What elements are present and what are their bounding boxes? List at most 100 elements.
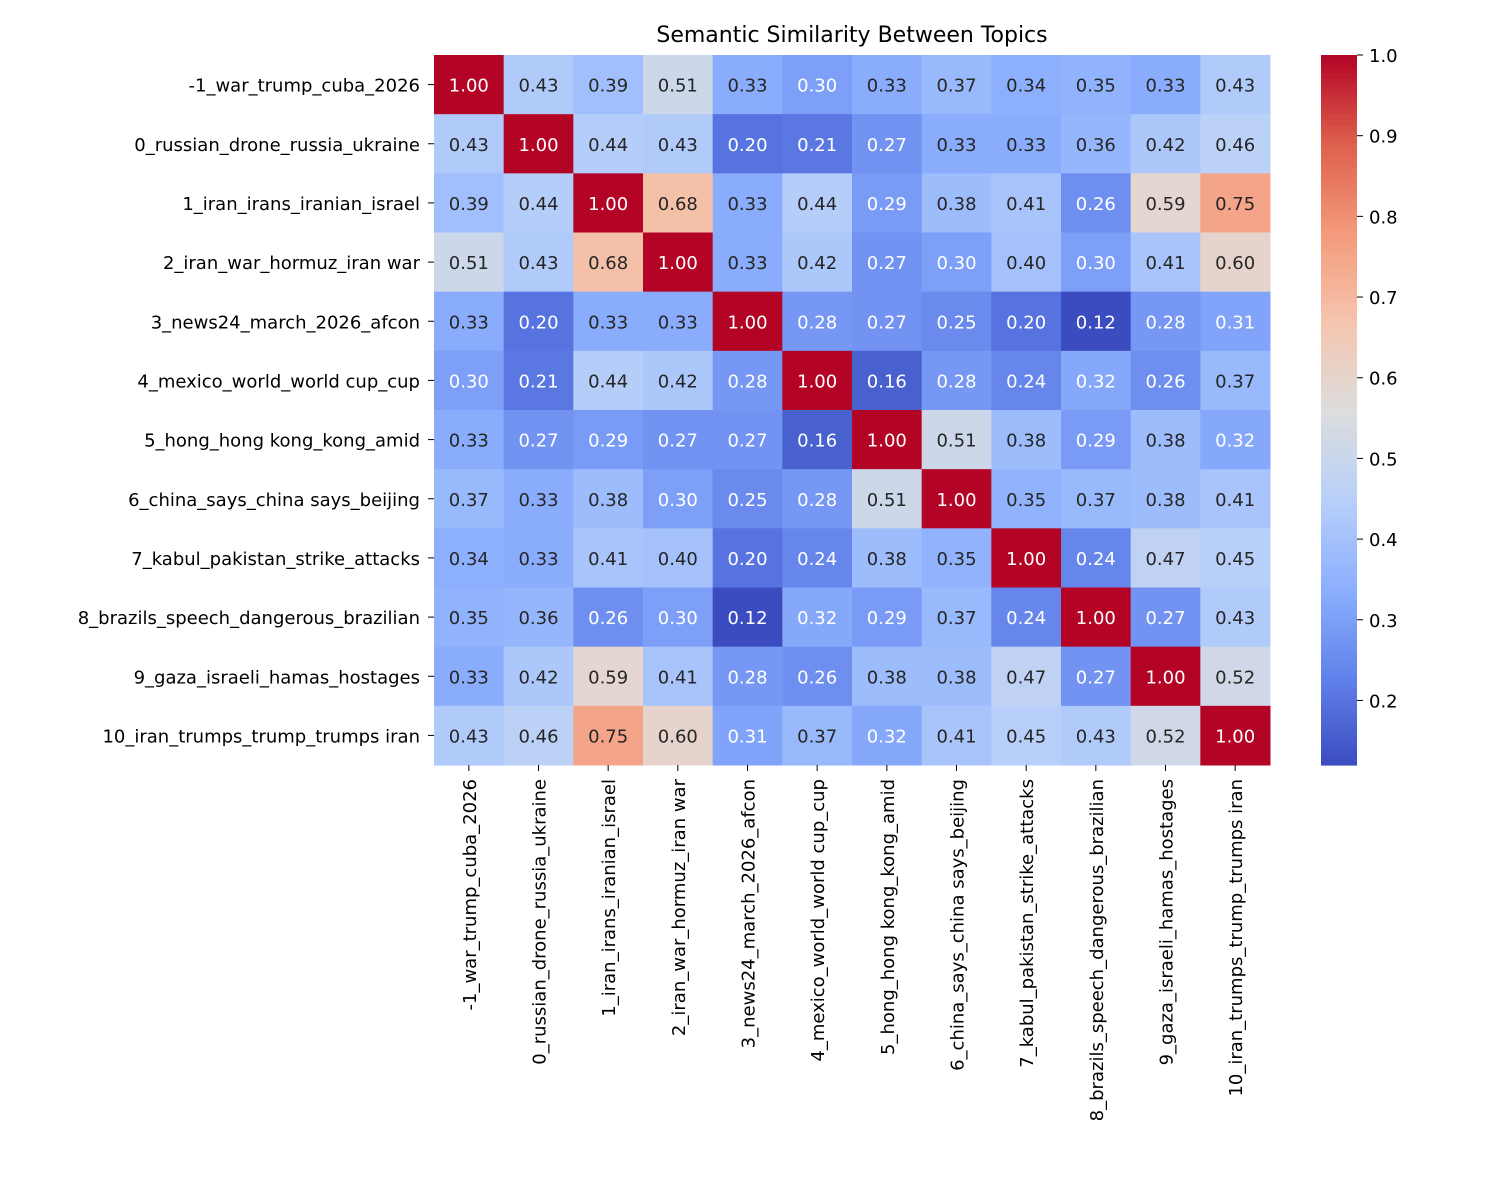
colorbar-segment xyxy=(1321,427,1357,435)
cell-value-label: 0.68 xyxy=(658,194,698,215)
heatmap-cell xyxy=(503,350,574,411)
colorbar-segment xyxy=(1321,374,1357,382)
cell-value-label: 0.39 xyxy=(449,194,489,215)
cell-value-label: 0.44 xyxy=(588,135,628,156)
y-tick-label: 5_hong_hong kong_kong_amid xyxy=(144,431,420,452)
colorbar-segment xyxy=(1321,652,1357,660)
y-tick-label: 1_iran_irans_iranian_israel xyxy=(182,194,420,215)
cell-value-label: 0.28 xyxy=(727,371,767,392)
heatmap-cell xyxy=(852,55,923,115)
colorbar-segment xyxy=(1321,682,1357,689)
colorbar-tick-label: 1.0 xyxy=(1369,46,1398,67)
heatmap-cell xyxy=(782,646,853,707)
x-tick-label: 10_iran_trumps_trump_trumps iran xyxy=(1226,779,1247,1097)
cell-value-label: 0.59 xyxy=(1145,194,1185,215)
colorbar-segment xyxy=(1321,167,1357,174)
heatmap-cell xyxy=(921,55,992,115)
heatmap-cell xyxy=(434,410,505,470)
colorbar-segment xyxy=(1321,102,1357,109)
heatmap-cell xyxy=(991,114,1062,174)
colorbar-segment xyxy=(1321,197,1357,204)
heatmap-cell xyxy=(712,173,783,233)
colorbar-segment xyxy=(1321,297,1357,305)
cell-value-label: 0.28 xyxy=(797,490,837,511)
heatmap-cell xyxy=(434,55,505,115)
cell-value-label: 0.38 xyxy=(1006,431,1046,452)
colorbar-segment xyxy=(1321,664,1357,671)
colorbar-segment xyxy=(1321,557,1357,565)
heatmap-cell xyxy=(782,705,853,766)
heatmap-cell xyxy=(852,469,923,529)
x-tick-label: 9_gaza_israeli_hamas_hostages xyxy=(1157,779,1178,1065)
colorbar-segment xyxy=(1321,333,1357,340)
colorbar-segment xyxy=(1321,688,1357,695)
colorbar-segment xyxy=(1321,581,1357,589)
y-tick-label: 8_brazils_speech_dangerous_brazilian xyxy=(78,608,420,629)
heatmap-cell xyxy=(1061,232,1132,293)
heatmap-cell xyxy=(503,528,574,588)
cell-value-label: 1.00 xyxy=(588,194,628,215)
x-tick-label: -1_war_trump_cuba_2026 xyxy=(460,779,481,1011)
heatmap-cell xyxy=(643,469,714,529)
colorbar-segment xyxy=(1321,90,1357,98)
heatmap-cell xyxy=(921,232,992,293)
heatmap-cell xyxy=(573,350,644,411)
cell-value-label: 0.33 xyxy=(867,76,907,97)
heatmap-cell xyxy=(1130,410,1201,470)
cell-value-label: 0.39 xyxy=(588,76,628,97)
y-tick-label: 0_russian_drone_russia_ukraine xyxy=(134,135,420,156)
cell-value-label: 1.00 xyxy=(867,431,907,452)
cell-value-label: 0.33 xyxy=(936,135,976,156)
heatmap-cell xyxy=(434,646,505,707)
heatmap-cell xyxy=(503,705,574,766)
colorbar-segment xyxy=(1321,149,1357,157)
cell-value-label: 0.60 xyxy=(658,726,698,747)
heatmap-cell xyxy=(921,469,992,529)
heatmap-cell xyxy=(573,232,644,293)
cell-value-label: 0.35 xyxy=(449,608,489,629)
y-tick-label: 3_news24_march_2026_afcon xyxy=(151,312,420,333)
colorbar-segment xyxy=(1321,593,1357,600)
cell-value-label: 0.37 xyxy=(1076,490,1116,511)
heatmap-cell xyxy=(573,469,644,529)
colorbar-segment xyxy=(1321,486,1357,494)
x-tick-label: 5_hong_hong kong_kong_amid xyxy=(878,779,899,1055)
colorbar-segment xyxy=(1321,250,1357,257)
colorbar-segment xyxy=(1321,534,1357,541)
colorbar-segment xyxy=(1321,66,1357,74)
cell-value-label: 0.30 xyxy=(797,76,837,97)
cell-value-label: 1.00 xyxy=(518,135,558,156)
heatmap-cell xyxy=(503,114,574,174)
colorbar-segment xyxy=(1321,185,1357,192)
colorbar-segment xyxy=(1321,575,1357,583)
colorbar-segment xyxy=(1321,599,1357,606)
colorbar-segment xyxy=(1321,623,1357,630)
colorbar-segment xyxy=(1321,463,1357,470)
heatmap-cell xyxy=(1130,469,1201,529)
heatmap-cell xyxy=(434,350,505,411)
cell-value-label: 1.00 xyxy=(1006,549,1046,570)
cell-value-label: 0.27 xyxy=(1076,667,1116,688)
cell-value-label: 0.25 xyxy=(936,312,976,333)
heatmap-cell xyxy=(1200,705,1271,766)
heatmap-cell xyxy=(991,587,1062,648)
cell-value-label: 0.31 xyxy=(727,726,767,747)
colorbar-tick-label: 0.5 xyxy=(1369,449,1398,470)
cell-value-label: 0.20 xyxy=(518,312,558,333)
colorbar-segment xyxy=(1321,528,1357,535)
cell-value-label: 0.75 xyxy=(1215,194,1255,215)
colorbar-segment xyxy=(1321,699,1357,707)
heatmap-cell xyxy=(434,291,505,352)
heatmap-cell xyxy=(991,232,1062,293)
cell-value-label: 1.00 xyxy=(797,371,837,392)
colorbar-segment xyxy=(1321,350,1357,358)
heatmap-cell xyxy=(712,350,783,411)
cell-value-label: 0.41 xyxy=(1215,490,1255,511)
colorbar-segment xyxy=(1321,741,1357,748)
heatmap-cell xyxy=(921,114,992,174)
heatmap-cell xyxy=(782,173,853,233)
colorbar-tick-label: 0.3 xyxy=(1369,611,1398,632)
x-tick-label: 2_iran_war_hormuz_iran war xyxy=(669,778,690,1036)
cell-value-label: 0.33 xyxy=(449,312,489,333)
colorbar-segment xyxy=(1321,498,1357,506)
